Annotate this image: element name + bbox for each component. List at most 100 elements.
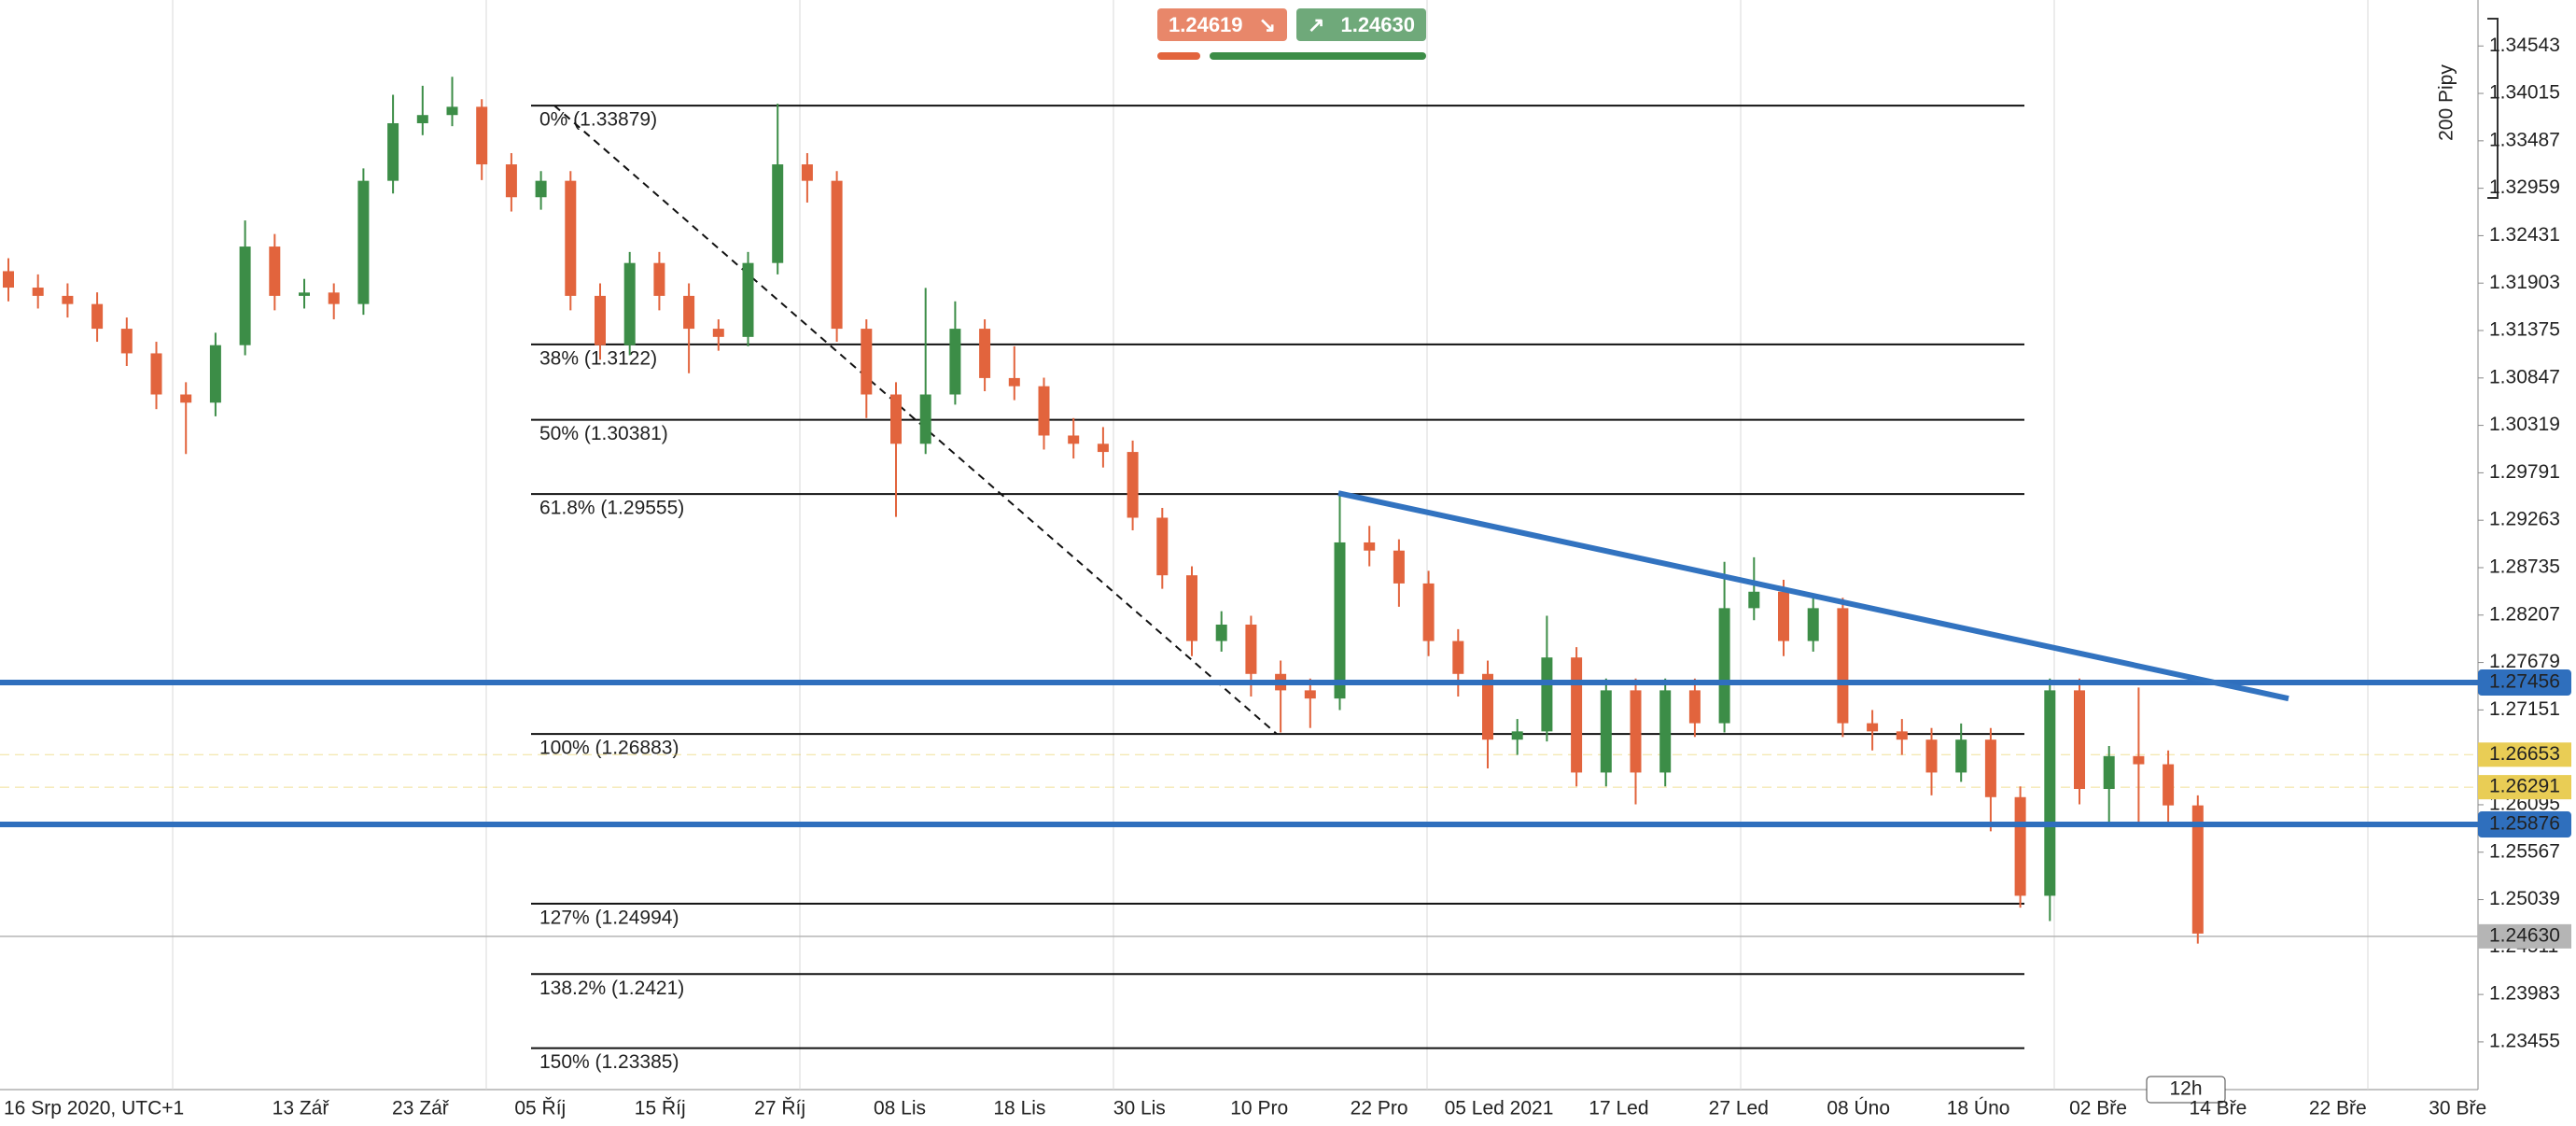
- candle-body: [949, 329, 961, 395]
- candle-body: [1482, 673, 1493, 740]
- candle-body: [476, 106, 488, 165]
- candle-body: [2133, 755, 2145, 765]
- candle-body: [1984, 739, 1996, 797]
- x-tick-label: 27 Říj: [754, 1098, 805, 1119]
- candle-body: [2044, 690, 2056, 896]
- sell-quote[interactable]: 1.24619 ↘: [1157, 8, 1287, 41]
- x-tick-label: 08 Lis: [874, 1098, 926, 1119]
- candle-body: [1127, 452, 1139, 518]
- candle-body: [2191, 805, 2204, 934]
- candle-body: [2163, 764, 2175, 806]
- fib-label: 138.2% (1.2421): [539, 978, 684, 999]
- candle-body: [1393, 550, 1405, 584]
- candle-body: [623, 262, 636, 345]
- y-tick-label: 1.24511: [2489, 936, 2558, 957]
- candle-body: [653, 262, 665, 296]
- y-tick-label: 1.26623: [2489, 746, 2560, 767]
- alert-box: [2478, 742, 2571, 767]
- candle-body: [595, 295, 606, 345]
- y-tick-label: 1.27679: [2489, 651, 2560, 672]
- current-price-box: [2478, 923, 2571, 949]
- buy-arrow: ↗: [1308, 13, 1325, 36]
- candle-body: [505, 164, 517, 198]
- sell-arrow: ↘: [1258, 13, 1276, 36]
- x-tick-label: 02 Bře: [2069, 1098, 2127, 1119]
- x-tick-label: 16 Srp 2020, UTC+1: [4, 1098, 184, 1119]
- buy-quote[interactable]: ↗ 1.24630: [1296, 8, 1426, 41]
- candle-body: [3, 271, 14, 289]
- candle-body: [1925, 739, 1938, 773]
- buy-price: 1.24630: [1340, 13, 1415, 36]
- candle-body: [357, 180, 370, 304]
- candle-body: [979, 329, 991, 378]
- candle-body: [1688, 690, 1701, 724]
- candle-body: [120, 329, 133, 354]
- x-tick-label: 08 Úno: [1827, 1098, 1890, 1119]
- x-tick-label: 30 Lis: [1113, 1098, 1166, 1119]
- buy-bar: [1210, 52, 1426, 60]
- x-tick-label: 14 Bře: [2189, 1098, 2247, 1119]
- candle-body: [150, 353, 162, 395]
- x-tick-label: 18 Úno: [1947, 1098, 2010, 1119]
- candle-body: [1156, 517, 1169, 576]
- candle-body: [91, 303, 104, 330]
- fib-label: 100% (1.26883): [539, 738, 679, 759]
- candle-body: [328, 292, 340, 304]
- candle-body: [801, 164, 813, 181]
- y-tick-label: 1.29263: [2489, 509, 2560, 530]
- x-tick-label: 22 Pro: [1351, 1098, 1408, 1119]
- alert-box: [2478, 775, 2571, 800]
- candle-body: [535, 180, 547, 198]
- sell-price: 1.24619: [1169, 13, 1243, 36]
- y-tick-label: 1.25567: [2489, 840, 2560, 862]
- y-tick-label: 1.25039: [2489, 888, 2560, 909]
- candle-body: [1511, 731, 1523, 740]
- y-tick-label: 1.30847: [2489, 366, 2560, 387]
- candle-body: [712, 329, 724, 337]
- candle-body: [890, 394, 902, 444]
- candle-body: [239, 246, 251, 345]
- candle-body: [1600, 690, 1612, 773]
- alert-label: 1.26291: [2489, 776, 2560, 797]
- y-tick-label: 1.31375: [2489, 319, 2560, 341]
- candle-body: [565, 180, 577, 296]
- y-tick-label: 1.28735: [2489, 556, 2560, 578]
- y-tick-label: 1.23455: [2489, 1030, 2560, 1051]
- candle-body: [1748, 591, 1760, 609]
- candle-body: [1186, 575, 1197, 641]
- x-tick-label: 15 Říj: [635, 1098, 686, 1119]
- candle-body: [209, 345, 221, 403]
- candle-body: [299, 292, 310, 296]
- y-tick-label: 1.32431: [2489, 224, 2560, 246]
- candle-body: [1304, 690, 1316, 699]
- candle-body: [1068, 435, 1080, 444]
- candle-body: [2103, 755, 2115, 790]
- candle-body: [1955, 739, 1967, 773]
- candle-body: [1807, 608, 1819, 641]
- y-tick-label: 1.34543: [2489, 35, 2560, 56]
- current-price-label: 1.24630: [2489, 924, 2560, 946]
- candle-body: [269, 246, 281, 296]
- candle-body: [1245, 624, 1257, 674]
- candle-body: [32, 288, 44, 296]
- y-tick-label: 1.32959: [2489, 176, 2560, 198]
- candle-body: [1334, 542, 1346, 699]
- fib-label: 0% (1.33879): [539, 109, 657, 131]
- level-box: [2478, 811, 2571, 838]
- x-tick-label: 17 Led: [1589, 1098, 1648, 1119]
- x-tick-label: 13 Zář: [273, 1098, 330, 1119]
- fib-label: 127% (1.24994): [539, 907, 679, 928]
- x-tick-label: 05 Led 2021: [1445, 1098, 1554, 1119]
- fib-label: 50% (1.30381): [539, 423, 668, 444]
- x-tick-label: 23 Zář: [392, 1098, 450, 1119]
- candle-body: [62, 295, 74, 304]
- timeframe-box[interactable]: [2146, 1076, 2226, 1104]
- y-tick-label: 1.31903: [2489, 272, 2560, 293]
- candle-body: [772, 164, 784, 263]
- trendline: [1337, 490, 2289, 702]
- fib-label: 150% (1.23385): [539, 1051, 679, 1073]
- fib-label: 38% (1.3122): [539, 347, 657, 369]
- candle-body: [2074, 690, 2085, 790]
